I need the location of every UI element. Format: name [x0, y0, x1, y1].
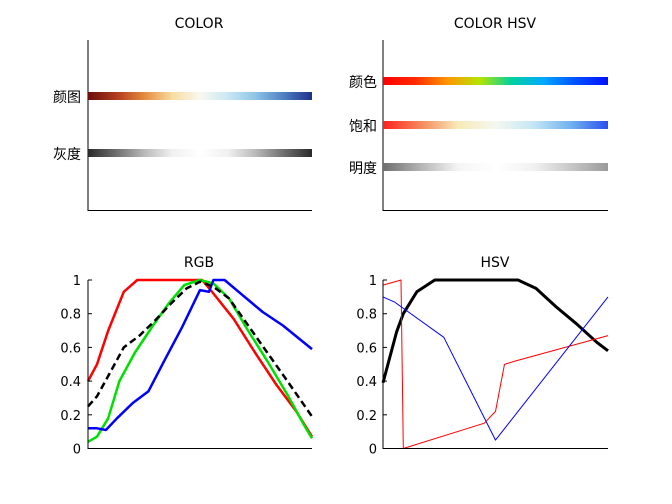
- panel-hsv: HSV 0 0.2 0.4 0.6 0.8 1: [356, 255, 609, 458]
- ytick-label: 0: [73, 443, 81, 458]
- panel-hsv-series: [381, 278, 609, 449]
- ytick-label: 0.4: [60, 375, 81, 390]
- label-hue: 颜色: [349, 74, 377, 91]
- label-value: 明度: [349, 161, 377, 177]
- series-line-0: [381, 278, 609, 384]
- panel-color-axes: [87, 40, 312, 211]
- panel-rgb-axes: [87, 280, 312, 449]
- panel-color-hsv-axes: [382, 40, 608, 211]
- ytick-label: 0.2: [356, 409, 377, 424]
- label-hue-map: 颜图: [53, 90, 81, 106]
- label-saturation: 饱和: [349, 119, 377, 135]
- series-line-2: [382, 296, 609, 441]
- gradient-bar-saturation: [383, 121, 608, 129]
- ytick-label: 0.6: [356, 341, 377, 356]
- ytick-label: 0.2: [60, 409, 81, 424]
- panel-rgb-series: [86, 278, 314, 443]
- ytick-label: 1: [73, 274, 81, 289]
- panel-rgb-yticks: 0 0.2 0.4 0.6 0.8 1: [60, 274, 92, 458]
- panel-hsv-axes: [382, 280, 608, 449]
- label-grayscale: 灰度: [53, 147, 81, 163]
- gradient-bar-hue: [383, 77, 608, 85]
- ytick-label: 0.6: [60, 341, 81, 356]
- ytick-label: 0.8: [60, 308, 81, 323]
- panel-rgb-title: RGB: [184, 255, 214, 271]
- ytick-label: 0: [369, 443, 377, 458]
- ytick-label: 0.8: [356, 308, 377, 323]
- series-line-3: [87, 280, 314, 418]
- gradient-bar-hue-map: [88, 92, 312, 100]
- series-line-1: [87, 278, 314, 443]
- series-line-1: [382, 279, 609, 449]
- ytick-label: 0.4: [356, 375, 377, 390]
- panel-hsv-title: HSV: [481, 255, 510, 271]
- panel-color-title: COLOR: [175, 16, 224, 32]
- panel-color-hsv-title: COLOR HSV: [454, 16, 537, 32]
- ytick-label: 1: [369, 274, 377, 289]
- panel-hsv-yticks: 0 0.2 0.4 0.6 0.8 1: [356, 274, 387, 458]
- panel-rgb: RGB 0 0.2 0.4 0.6 0.8 1: [60, 255, 314, 458]
- series-line-0: [86, 278, 314, 438]
- panel-color: COLOR 颜图 灰度: [53, 16, 312, 211]
- gradient-bar-grayscale: [88, 149, 312, 157]
- series-line-2: [88, 278, 313, 432]
- panel-color-hsv: COLOR HSV 颜色 饱和 明度: [349, 16, 608, 211]
- gradient-bar-value: [383, 163, 608, 171]
